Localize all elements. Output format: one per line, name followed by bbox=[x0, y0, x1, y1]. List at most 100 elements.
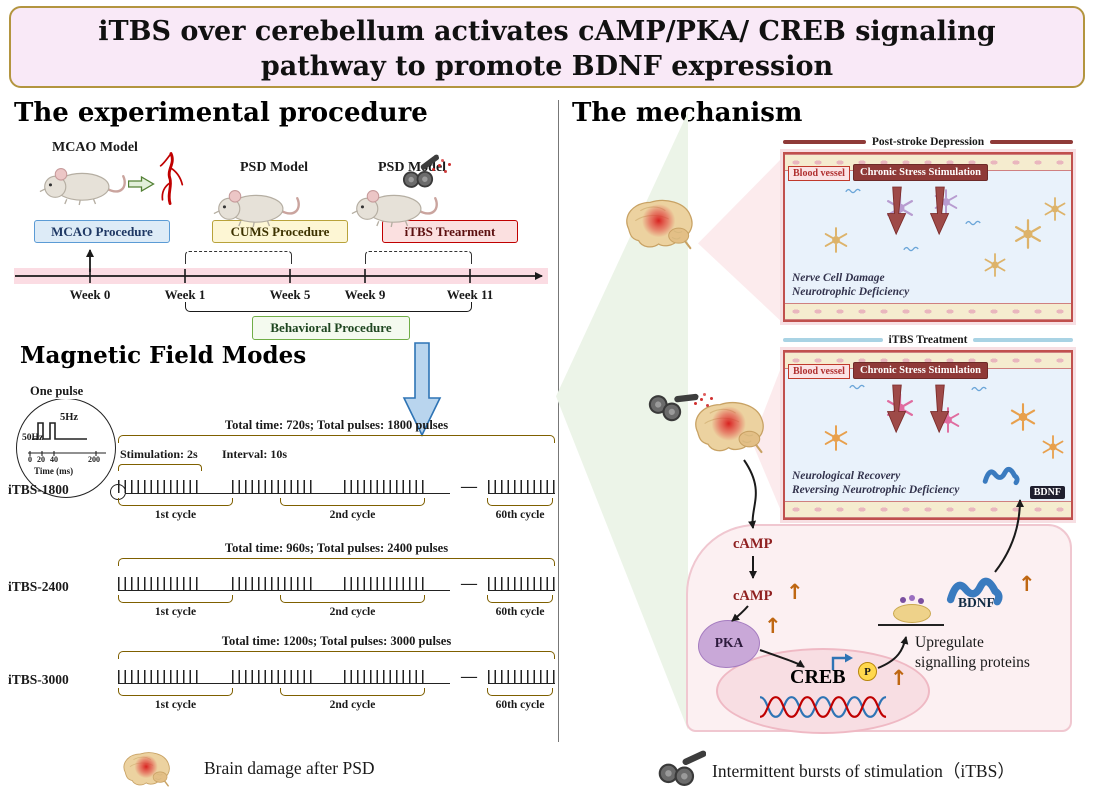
squiggle-icon bbox=[903, 245, 919, 253]
title-bar bbox=[973, 338, 1073, 342]
up-arrow-pka: ↑ bbox=[764, 614, 782, 638]
legend-coil-text: Intermittent bursts of stimulation（iTBS） bbox=[712, 761, 1015, 781]
train-gap: — bbox=[461, 478, 477, 495]
mcao-procedure-box: MCAO Procedure bbox=[34, 220, 170, 243]
week-label-1: Week 1 bbox=[164, 287, 206, 302]
pulse-burst-group bbox=[344, 577, 424, 590]
interval-label: Interval: 10s bbox=[222, 447, 287, 461]
cycle-1: 1st cycle bbox=[118, 498, 233, 521]
week-label-9: Week 9 bbox=[344, 287, 386, 302]
tissue-panel-psd: Nerve Cell Damage Neurotrophic Deficienc… bbox=[783, 152, 1073, 322]
magnetic-heading: Magnetic Field Modes bbox=[20, 342, 307, 369]
panel1-title-row: Post-stroke Depression bbox=[783, 136, 1073, 148]
stress-arrows-icon bbox=[887, 384, 950, 433]
train-segment bbox=[118, 575, 450, 591]
caption-line-2: Reversing Neurotrophic Deficiency bbox=[792, 484, 960, 496]
caption-line-1: Neurological Recovery bbox=[792, 470, 901, 482]
camp-label-2: cAMP bbox=[733, 588, 773, 604]
mode-name: iTBS-2400 bbox=[8, 579, 69, 594]
tick-0: 0 bbox=[28, 455, 32, 464]
neuron-icon bbox=[1041, 435, 1065, 459]
stress-arrows-icon bbox=[887, 186, 950, 235]
dna-helix-icon bbox=[760, 694, 888, 720]
creb-label: CREB bbox=[790, 666, 846, 688]
upregulate-text: Upregulate signalling proteins bbox=[915, 633, 1075, 673]
mouse-icon bbox=[212, 180, 304, 228]
pulse-burst-group bbox=[344, 670, 424, 683]
total-label: Total time: 960s; Total pulses: 2400 pul… bbox=[224, 541, 449, 555]
itbs-procedure-box: iTBS Trearment bbox=[382, 220, 518, 243]
train-segment bbox=[110, 478, 450, 500]
cycle-label: 60th cycle bbox=[495, 606, 545, 618]
week-label-5: Week 5 bbox=[269, 287, 311, 302]
cycle-label: 2nd cycle bbox=[329, 509, 376, 521]
pulse-burst-group bbox=[232, 670, 312, 683]
caption-line-2: Neurotrophic Deficiency bbox=[792, 286, 910, 298]
title-line-2: pathway to promote BDNF expression bbox=[260, 51, 834, 82]
panel2-caption: Neurological Recovery Reversing Neurotro… bbox=[792, 469, 959, 497]
blood-vessel-label: Blood vessel bbox=[788, 364, 850, 379]
brain-treated-icon bbox=[683, 396, 771, 458]
upregulate-line-1: Upregulate bbox=[915, 634, 984, 651]
signal-protein-dots bbox=[900, 597, 906, 603]
legend-brain-text: Brain damage after PSD bbox=[204, 758, 375, 778]
tissue-interior: BDNF Neurological Recovery Reversing Neu… bbox=[785, 369, 1071, 501]
title-line-1: iTBS over cerebellum activates cAMP/PKA/… bbox=[98, 16, 996, 47]
pulse-burst-group bbox=[232, 577, 312, 590]
cycle-60: 60th cycle bbox=[487, 595, 553, 618]
stimulation-label: Stimulation: 2s bbox=[120, 447, 198, 461]
caption-line-1: Nerve Cell Damage bbox=[792, 272, 885, 284]
pulse-burst-group bbox=[118, 577, 198, 590]
cycle-label: 2nd cycle bbox=[329, 606, 376, 618]
pulse-train: — bbox=[118, 664, 555, 685]
underbrace bbox=[487, 688, 553, 696]
underbrace bbox=[487, 595, 553, 603]
tissue-interior: Nerve Cell Damage Neurotrophic Deficienc… bbox=[785, 171, 1071, 303]
left-section-heading: The experimental procedure bbox=[14, 98, 428, 128]
cycle-label: 1st cycle bbox=[154, 699, 197, 711]
week-label-11: Week 11 bbox=[446, 287, 494, 302]
pulse-burst-group bbox=[118, 670, 198, 683]
cycle-60: 60th cycle bbox=[487, 688, 553, 711]
phospho-badge: P bbox=[858, 662, 877, 681]
mode-block-itbs-1800: Total time: 720s; Total pulses: 1800 pul… bbox=[0, 418, 560, 521]
mouse-icon bbox=[38, 158, 130, 206]
cycle-label: 60th cycle bbox=[495, 699, 545, 711]
panel2-title: iTBS Treatment bbox=[888, 334, 968, 346]
neuron-icon bbox=[983, 253, 1007, 277]
underbrace bbox=[280, 498, 425, 506]
pulse-axis bbox=[28, 451, 106, 456]
panel2-bdnf-label: BDNF bbox=[1029, 486, 1065, 499]
neuron-icon bbox=[1009, 403, 1037, 431]
total-label: Total time: 1200s; Total pulses: 3000 pu… bbox=[221, 634, 452, 648]
week-label-0: Week 0 bbox=[69, 287, 111, 302]
squiggle-icon bbox=[849, 383, 865, 391]
cums-procedure-box: CUMS Procedure bbox=[212, 220, 348, 243]
train-segment bbox=[488, 668, 555, 684]
train-segment bbox=[118, 668, 450, 684]
pulse-train: — bbox=[118, 571, 555, 592]
up-arrow-camp: ↑ bbox=[786, 580, 804, 604]
tissue-panel-itbs: BDNF Neurological Recovery Reversing Neu… bbox=[783, 350, 1073, 520]
mode-name: iTBS-1800 bbox=[8, 482, 69, 497]
blood-vessel-label: Blood vessel bbox=[788, 166, 850, 181]
panel1-title: Post-stroke Depression bbox=[871, 136, 985, 148]
camp-label-1: cAMP bbox=[733, 536, 773, 552]
tick-20: 20 bbox=[37, 455, 45, 464]
train-gap: — bbox=[461, 575, 477, 592]
vessel-wall-band bbox=[785, 303, 1071, 320]
cycle-1: 1st cycle bbox=[118, 688, 233, 711]
up-arrow-bdnf: ↑ bbox=[1018, 572, 1036, 596]
pulse-waveform bbox=[32, 422, 87, 440]
psd-model-label-1: PSD Model bbox=[240, 160, 309, 175]
cycle-1: 1st cycle bbox=[118, 595, 233, 618]
bdnf-label: BDNF bbox=[958, 595, 995, 610]
pulse-burst-group bbox=[488, 577, 555, 590]
overbrace bbox=[118, 651, 555, 659]
chronic-stress-label: Chronic Stress Stimulation bbox=[853, 164, 988, 181]
pulse-burst-group bbox=[488, 480, 555, 493]
train-segment bbox=[488, 478, 555, 494]
gene-line bbox=[878, 624, 944, 626]
squiggle-icon bbox=[965, 219, 981, 227]
